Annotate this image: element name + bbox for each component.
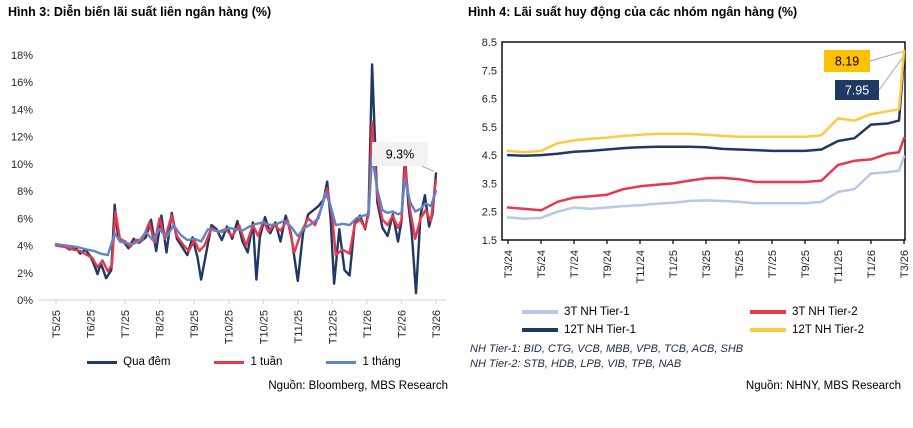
annotation-box bbox=[372, 142, 428, 166]
x-tick-label: T7/25 bbox=[120, 310, 132, 338]
x-tick-label: T1/26 bbox=[362, 310, 374, 338]
y-tick-label: 5.5 bbox=[482, 122, 497, 134]
legend-item: 3T NH Tier-1 bbox=[522, 306, 750, 318]
y-tick-label: 0% bbox=[17, 295, 33, 307]
legend-item: Qua đêm bbox=[87, 356, 170, 368]
figure-4-title: Hình 4: Lãi suất huy động của các nhóm n… bbox=[468, 5, 798, 19]
figure-3-panel: Hình 3: Diễn biến lãi suất liên ngân hàn… bbox=[0, 5, 460, 392]
legend-label: 1 tuần bbox=[250, 356, 283, 368]
figure-3-source: Nguồn: Bloomberg, MBS Research bbox=[268, 380, 448, 392]
y-tick-label: 10% bbox=[11, 159, 33, 171]
series-line-1 bbox=[54, 120, 438, 273]
x-tick-label: T3/26 bbox=[431, 310, 443, 338]
annotation-label: 9.3% bbox=[386, 148, 415, 162]
y-tick-label: 18% bbox=[11, 50, 33, 62]
x-tick-label: T10/25 bbox=[258, 310, 270, 344]
tier-notes: NH Tier-1: BID, CTG, VCB, MBB, VPB, TCB,… bbox=[470, 342, 743, 372]
legend-item: 12T NH Tier-2 bbox=[750, 324, 864, 336]
legend-swatch bbox=[750, 310, 786, 314]
x-tick-label: T3/24 bbox=[503, 250, 515, 278]
y-tick-label: 16% bbox=[11, 77, 33, 89]
x-tick-label: T9/25 bbox=[800, 250, 812, 278]
x-tick-label: T9/24 bbox=[602, 250, 614, 278]
legend-label: Qua đêm bbox=[123, 356, 171, 368]
y-tick-label: 6% bbox=[17, 213, 33, 225]
tier-note: NH Tier-2: STB, HDB, LPB, VIB, TPB, NAB bbox=[470, 358, 682, 370]
series-line-0 bbox=[506, 155, 906, 221]
callout-leader bbox=[869, 51, 903, 62]
x-tick-label: T3/25 bbox=[701, 250, 713, 278]
y-tick-label: 3.5 bbox=[482, 178, 497, 190]
legend-item: 1 tháng bbox=[326, 356, 401, 368]
callout-label: 8.19 bbox=[835, 55, 859, 69]
y-tick-label: 4% bbox=[17, 241, 33, 253]
legend-swatch bbox=[214, 360, 245, 364]
callout-box bbox=[835, 80, 879, 100]
series-line-1 bbox=[506, 136, 906, 212]
x-tick-label: T7/25 bbox=[767, 250, 779, 278]
legend-label: 1 tháng bbox=[362, 356, 401, 368]
y-tick-label: 12% bbox=[11, 132, 33, 144]
x-tick-label: T11/24 bbox=[635, 250, 647, 283]
x-tick-label: T7/24 bbox=[569, 250, 581, 278]
callout-leader bbox=[878, 58, 903, 91]
x-tick-label: T10/25 bbox=[224, 310, 236, 344]
callout-box bbox=[824, 50, 870, 72]
tier-note: NH Tier-1: BID, CTG, VCB, MBB, VPB, TCB,… bbox=[470, 343, 744, 355]
legend-label: 12T NH Tier-2 bbox=[792, 324, 865, 336]
y-tick-label: 8% bbox=[17, 186, 33, 198]
legend-swatch bbox=[326, 360, 357, 364]
interbank-rate-chart: 0% 2% 4% 6% 8% 10% 12% 14% 16% 18% T5/25 T6/25 T7/25… bbox=[11, 50, 446, 344]
legend-swatch bbox=[87, 360, 118, 364]
x-tick-label: T12/25 bbox=[327, 310, 339, 344]
legend-item: 12T NH Tier-1 bbox=[522, 324, 750, 336]
plot-frame bbox=[501, 41, 906, 241]
x-tick-label: T11/25 bbox=[833, 250, 845, 283]
legend-label: 3T NH Tier-2 bbox=[792, 306, 858, 318]
legend-label: 12T NH Tier-1 bbox=[564, 324, 637, 336]
legend-swatch bbox=[522, 310, 558, 314]
x-tick-label: T11/25 bbox=[293, 310, 305, 343]
y-tick-label: 8.5 bbox=[482, 37, 497, 49]
y-tick-label: 4.5 bbox=[482, 150, 497, 162]
series-line-3 bbox=[506, 49, 906, 154]
legend-swatch bbox=[522, 328, 558, 332]
x-tick-label: T6/25 bbox=[86, 310, 98, 338]
x-tick-label: T9/25 bbox=[189, 310, 201, 338]
legend-item: 1 tuần bbox=[214, 356, 282, 368]
x-tick-label: T2/26 bbox=[396, 310, 408, 338]
annotation-leader bbox=[421, 165, 435, 172]
y-tick-label: 7.5 bbox=[482, 65, 497, 77]
legend-label: 3T NH Tier-1 bbox=[564, 306, 630, 318]
x-tick-label: T5/25 bbox=[51, 310, 63, 338]
x-tick-label: T3/26 bbox=[899, 250, 908, 278]
deposit-rate-chart: 1.5 2.5 3.5 4.5 5.5 6.5 7.5 8.5 T3/24 T5/24 T7/24 T… bbox=[482, 37, 908, 283]
y-tick-label: 14% bbox=[11, 104, 33, 116]
legend-item: 3T NH Tier-2 bbox=[750, 306, 864, 318]
y-tick-label: 2% bbox=[17, 268, 33, 280]
x-tick-label: T5/24 bbox=[536, 250, 548, 278]
figure-4-source: Nguồn: NHNY, MBS Research bbox=[745, 380, 901, 392]
figure-4-panel: Hình 4: Lãi suất huy động của các nhóm n… bbox=[460, 0, 913, 428]
callout-label: 7.95 bbox=[845, 84, 869, 98]
x-tick-label: T1/25 bbox=[668, 250, 680, 278]
y-tick-label: 1.5 bbox=[482, 235, 497, 247]
y-tick-label: 6.5 bbox=[482, 94, 497, 106]
figure-4-legend: 3T NH Tier-1 3T NH Tier-2 12T NH Tier-1 12T… bbox=[522, 306, 864, 336]
series-line-2 bbox=[506, 56, 906, 157]
series-line-2 bbox=[54, 154, 438, 257]
legend-swatch bbox=[750, 328, 786, 332]
x-tick-label: T5/25 bbox=[734, 250, 746, 278]
figure-3-legend: Qua đêm 1 tuần 1 tháng bbox=[0, 356, 460, 368]
x-tick-label: T8/25 bbox=[155, 310, 167, 338]
figure-3-title: Hình 3: Diễn biến lãi suất liên ngân hàn… bbox=[8, 5, 272, 19]
x-tick-label: T1/26 bbox=[866, 250, 878, 278]
y-tick-label: 2.5 bbox=[482, 207, 497, 219]
